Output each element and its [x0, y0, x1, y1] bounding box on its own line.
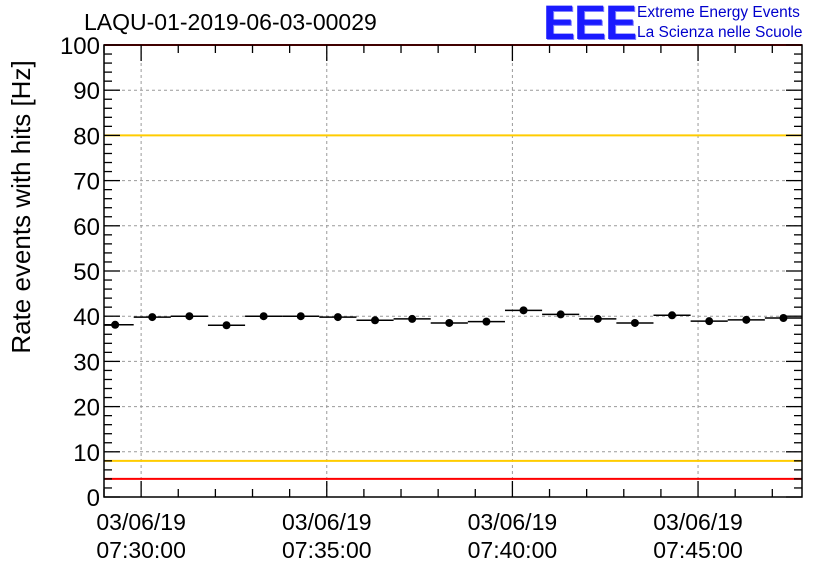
- x-tick-label-date: 03/06/19: [96, 509, 186, 535]
- data-point: [482, 317, 491, 326]
- data-point: [519, 306, 528, 315]
- eee-logo: EEE: [543, 0, 637, 50]
- y-tick-label: 80: [73, 123, 100, 150]
- y-tick-label: 20: [73, 395, 100, 422]
- data-point: [296, 312, 305, 321]
- x-tick-label-date: 03/06/19: [468, 509, 558, 535]
- data-series: [104, 306, 802, 330]
- data-point: [259, 312, 268, 321]
- data-point: [779, 314, 788, 323]
- y-tick-label: 100: [60, 33, 100, 60]
- data-point: [111, 320, 120, 329]
- data-point: [185, 312, 194, 321]
- data-point: [371, 316, 380, 325]
- reference-lines: [104, 44, 802, 480]
- grid-layer: [104, 45, 802, 497]
- y-tick-label: 10: [73, 440, 100, 467]
- y-axis-label: Rate events with hits [Hz]: [6, 60, 36, 353]
- y-tick-label: 70: [73, 169, 100, 196]
- data-point: [445, 318, 454, 327]
- y-tick-label: 30: [73, 349, 100, 376]
- data-point: [408, 314, 417, 323]
- data-point: [148, 313, 157, 322]
- logo-subtitle-line2: La Scienza nelle Scuole: [637, 24, 803, 41]
- data-point: [668, 311, 677, 320]
- chart-title: LAQU-01-2019-06-03-00029: [84, 9, 377, 35]
- axes: 010203040506070809010003/06/1907:30:0003…: [60, 33, 803, 563]
- data-point: [222, 321, 231, 330]
- data-point: [333, 313, 342, 322]
- y-tick-label: 40: [73, 304, 100, 331]
- y-tick-label: 90: [73, 78, 100, 105]
- x-tick-label-time: 07:45:00: [653, 537, 743, 563]
- data-point: [593, 314, 602, 323]
- x-tick-label-date: 03/06/19: [282, 509, 372, 535]
- x-tick-label-time: 07:30:00: [96, 537, 186, 563]
- data-point: [630, 318, 639, 327]
- x-tick-label-date: 03/06/19: [653, 509, 743, 535]
- x-tick-label-time: 07:35:00: [282, 537, 372, 563]
- data-point: [705, 317, 714, 326]
- data-point: [742, 315, 751, 324]
- x-tick-label-time: 07:40:00: [468, 537, 558, 563]
- y-tick-label: 50: [73, 259, 100, 286]
- y-tick-label: 60: [73, 214, 100, 241]
- logo-subtitle-line1: Extreme Energy Events: [637, 4, 800, 21]
- data-point: [556, 310, 565, 319]
- y-tick-label: 0: [87, 485, 100, 512]
